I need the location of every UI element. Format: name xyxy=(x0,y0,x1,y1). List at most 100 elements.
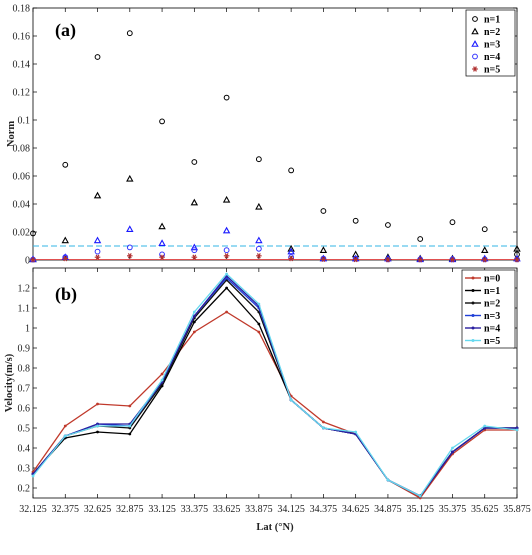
panel-a-point-n=1 xyxy=(385,222,391,228)
panel-b-point-n=0 xyxy=(225,310,229,314)
panel-b-xtick-label: 33.375 xyxy=(181,504,209,515)
panel-a-point-n=3 xyxy=(93,236,102,244)
panel-b-point-n=0 xyxy=(257,330,261,334)
panel-b-point-n=5 xyxy=(289,398,293,402)
panel-b-point-n=2 xyxy=(128,426,132,430)
panel-b-legend-marker xyxy=(471,276,475,280)
panel-a-point-n=5 xyxy=(288,255,294,262)
panel-a-point-n=5 xyxy=(94,254,101,260)
panel-b-point-n=5 xyxy=(31,474,35,478)
panel-a-point-n=5 xyxy=(223,253,230,259)
panel-a-legend-label: n=3 xyxy=(484,40,500,51)
panel-a-legend-marker xyxy=(472,66,478,72)
panel-a-point-n=1 xyxy=(417,236,424,242)
panel-b-point-n=5 xyxy=(354,430,358,434)
panel-b-xtick-label: 35.875 xyxy=(503,504,531,515)
panel-a-point-n=1 xyxy=(223,94,230,101)
panel-a-point-n=3 xyxy=(158,239,166,246)
panel-a-ytick-label: 0.06 xyxy=(13,172,31,183)
panel-a-point-n=1 xyxy=(352,217,359,224)
panel-a-legend-label: n=4 xyxy=(484,52,500,63)
panel-b-legend-label: n=0 xyxy=(484,274,500,285)
panel-b-point-n=5 xyxy=(322,426,325,430)
panel-a-point-n=2 xyxy=(61,236,70,244)
panel-b-point-n=0 xyxy=(418,496,422,500)
panel-a-point-n=3 xyxy=(255,236,263,244)
panel-a-point-n=4 xyxy=(320,255,327,262)
panel-b-point-n=4 xyxy=(96,422,99,426)
panel-a-label: (a) xyxy=(55,20,76,41)
panel-a-ytick-label: 0.08 xyxy=(13,144,31,155)
panel-a-point-n=5 xyxy=(191,254,198,260)
panel-b-point-n=5 xyxy=(63,434,67,438)
panel-b-point-n=0 xyxy=(192,330,196,334)
panel-a-point-n=5 xyxy=(127,253,133,259)
panel-b-label: (b) xyxy=(55,284,77,305)
panel-a-frame xyxy=(32,7,518,261)
panel-a-legend-label: n=1 xyxy=(484,15,500,26)
panel-b-ytick-label: 1.2 xyxy=(18,284,31,295)
panel-b-frame xyxy=(32,267,518,499)
panel-a-point-n=2 xyxy=(319,246,328,253)
panel-b-point-n=1 xyxy=(257,322,261,326)
panel-b-point-n=1 xyxy=(225,286,229,290)
panel-b-point-n=5 xyxy=(257,302,261,306)
panel-b-point-n=5 xyxy=(483,424,487,428)
panel-b-legend-label: n=3 xyxy=(484,311,500,322)
panel-a-point-n=4 xyxy=(255,245,262,252)
panel-b-point-n=0 xyxy=(63,424,67,428)
panel-b-point-n=1 xyxy=(96,430,99,434)
panel-a-point-n=1 xyxy=(94,54,101,60)
panel-b-xtick-label: 33.875 xyxy=(245,504,273,515)
panel-a-point-n=4 xyxy=(126,244,133,251)
panel-b-point-n=5 xyxy=(96,424,99,428)
panel-a-point-n=5 xyxy=(385,256,391,263)
panel-b-xtick-label: 34.125 xyxy=(277,504,305,515)
panel-a-ylabel: Norm xyxy=(6,121,17,147)
panel-b-point-n=5 xyxy=(128,424,132,428)
panel-a-legend-label: n=5 xyxy=(484,65,500,76)
panel-b-legend-label: n=2 xyxy=(484,299,500,310)
panel-b-point-n=1 xyxy=(192,320,196,324)
panel-a-point-n=1 xyxy=(320,208,327,214)
panel-b-xtick-label: 33.125 xyxy=(148,504,176,515)
panel-a-ytick-label: 0.1 xyxy=(18,116,31,127)
panel-a-legend-marker xyxy=(472,16,478,22)
panel-b-point-n=5 xyxy=(515,428,519,432)
panel-a-ytick-label: 0.14 xyxy=(13,60,31,71)
panel-a-point-n=5 xyxy=(159,254,165,260)
panel-b-xtick-label: 32.375 xyxy=(52,504,80,515)
panel-b-point-n=0 xyxy=(322,420,325,424)
panel-a-point-n=4 xyxy=(223,247,230,254)
panel-b-point-n=5 xyxy=(160,378,164,382)
panel-a-legend-marker xyxy=(472,53,478,60)
panel-a-point-n=1 xyxy=(159,118,165,125)
panel-b-legend xyxy=(461,269,516,349)
panel-b-legend-label: n=1 xyxy=(484,286,500,297)
panel-b-xtick-label: 35.375 xyxy=(439,504,467,515)
panel-b-point-n=4 xyxy=(515,426,519,430)
panel-a-point-n=5 xyxy=(30,256,36,263)
panel-a-legend-marker xyxy=(471,40,479,47)
panel-b-point-n=4 xyxy=(192,314,196,318)
panel-b-legend-label: n=5 xyxy=(484,336,500,347)
panel-a-legend-label: n=2 xyxy=(484,27,500,38)
panel-a-point-n=1 xyxy=(481,226,488,233)
panel-a-point-n=4 xyxy=(191,247,198,254)
panel-b-point-n=0 xyxy=(160,372,164,376)
panel-b-series-line-n=0 xyxy=(32,311,517,499)
panel-b-xtick-label: 34.875 xyxy=(374,504,402,515)
panel-b-xtick-label: 35.625 xyxy=(471,504,499,515)
panel-b-point-n=5 xyxy=(451,446,454,450)
panel-a-ytick-label: 0.02 xyxy=(13,228,31,239)
panel-a-point-n=2 xyxy=(222,195,231,203)
panel-b-legend-marker xyxy=(471,326,475,330)
panel-a-point-n=2 xyxy=(158,222,166,230)
panel-b-xtick-label: 35.125 xyxy=(406,504,434,515)
panel-b-ytick-label: 0.2 xyxy=(18,484,31,495)
panel-b-ytick-label: 0.6 xyxy=(18,404,31,415)
panel-a-point-n=5 xyxy=(481,256,488,263)
panel-a-point-n=2 xyxy=(255,202,263,210)
panel-b-point-n=0 xyxy=(96,402,99,406)
